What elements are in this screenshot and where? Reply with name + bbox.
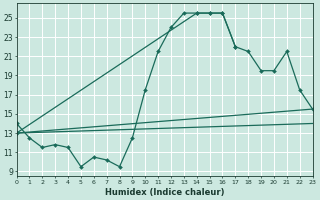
X-axis label: Humidex (Indice chaleur): Humidex (Indice chaleur) bbox=[105, 188, 224, 197]
